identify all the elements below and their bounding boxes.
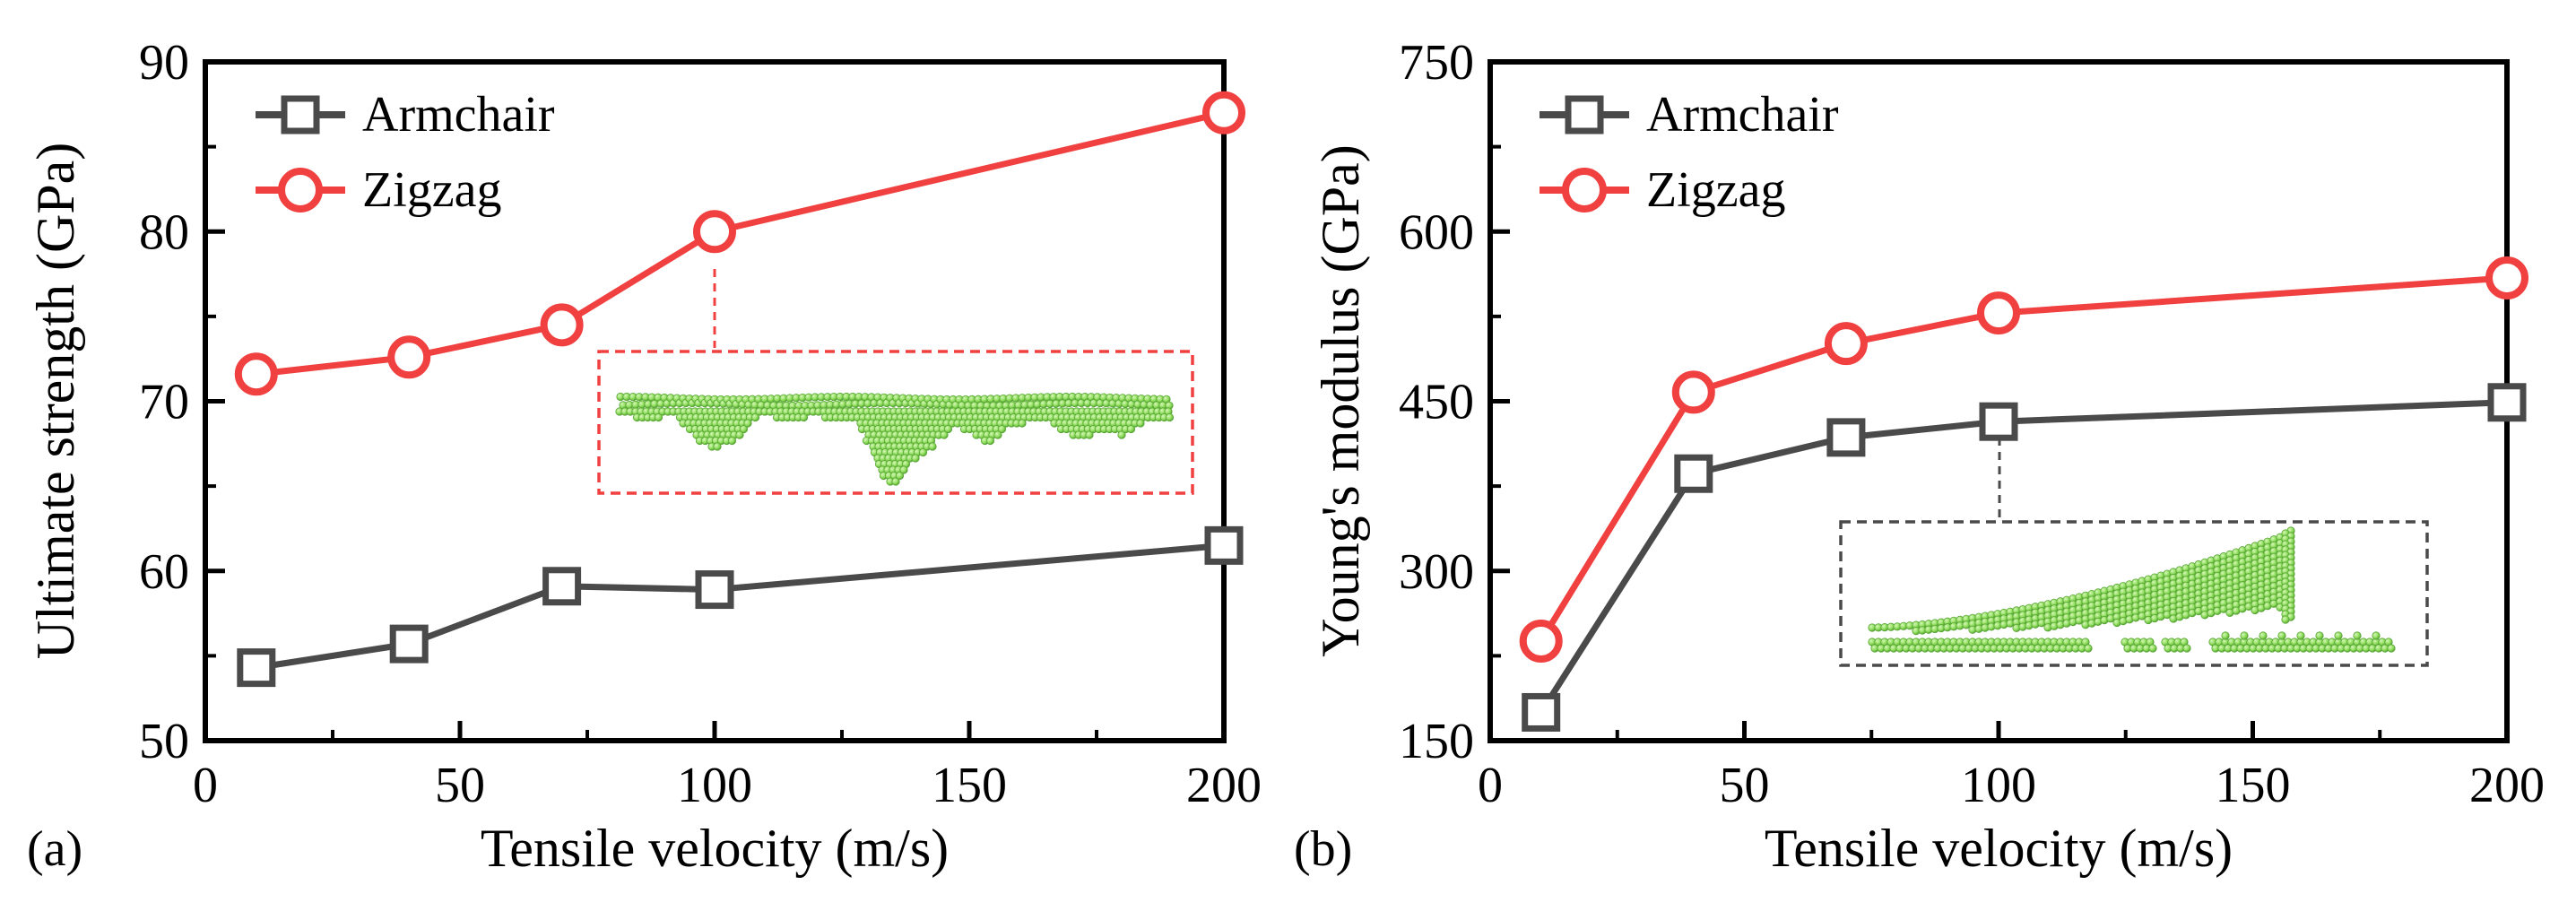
x-axis-title: Tensile velocity (m/s) xyxy=(481,819,949,878)
panel-b: 0 50 100 150 200 150 300 450 600 750 Tensile vel… xyxy=(1294,35,2545,878)
data-point-armchair xyxy=(1522,692,1561,732)
y-tick-label: 300 xyxy=(1399,544,1474,600)
x-tick-label: 0 xyxy=(193,758,218,813)
x-tick-label: 150 xyxy=(2216,758,2291,813)
data-point-zigzag xyxy=(2485,256,2528,299)
data-point-armchair xyxy=(695,570,734,610)
data-point-zigzag xyxy=(540,303,584,347)
y-tick-label: 60 xyxy=(139,544,189,600)
data-point-zigzag xyxy=(1671,370,1715,414)
inset-frame xyxy=(1839,520,2429,667)
square-marker-icon xyxy=(281,95,320,134)
data-point-armchair xyxy=(2487,383,2527,422)
data-point-armchair xyxy=(1826,418,1866,457)
x-tick-label: 100 xyxy=(1961,758,2036,813)
y-tick-label: 150 xyxy=(1399,714,1474,769)
inset-frame xyxy=(597,350,1194,495)
x-tick-label: 50 xyxy=(435,758,485,813)
x-tick-label: 0 xyxy=(1478,758,1503,813)
x-axis: 0 50 100 150 200 xyxy=(1478,721,2545,813)
data-point-zigzag xyxy=(234,352,278,396)
data-point-zigzag xyxy=(1824,322,1868,366)
data-point-armchair xyxy=(1204,525,1244,565)
x-tick-label: 200 xyxy=(2469,758,2545,813)
inset-atom-image xyxy=(1839,520,2429,667)
y-tick-label: 600 xyxy=(1399,204,1474,260)
x-tick-label: 50 xyxy=(1720,758,1770,813)
data-point-zigzag xyxy=(1519,619,1563,663)
data-point-armchair xyxy=(542,567,582,606)
y-axis-title: Young's modulus (GPa) xyxy=(1311,144,1370,656)
y-axis: 50 60 70 80 90 xyxy=(139,35,225,769)
data-point-zigzag xyxy=(1202,91,1245,134)
y-tick-label: 80 xyxy=(139,204,189,260)
legend-label-zigzag: Zigzag xyxy=(1646,162,1785,218)
y-axis-title: Ultimate strength (GPa) xyxy=(26,143,85,660)
data-point-zigzag xyxy=(1977,291,2020,335)
panel-label: (b) xyxy=(1294,821,1352,877)
panel-label: (a) xyxy=(27,821,82,877)
legend-entry-armchair: Armchair xyxy=(1540,87,1839,143)
legend-entry-zigzag: Zigzag xyxy=(1540,162,1785,218)
legend-label-zigzag: Zigzag xyxy=(362,162,501,218)
data-point-armchair xyxy=(237,648,276,688)
y-tick-label: 90 xyxy=(139,35,189,91)
x-tick-label: 100 xyxy=(677,758,752,813)
data-point-armchair xyxy=(1674,454,1713,493)
y-tick-label: 50 xyxy=(139,714,189,769)
circle-marker-icon xyxy=(1562,168,1607,213)
x-axis-title: Tensile velocity (m/s) xyxy=(1765,819,2233,878)
data-point-armchair xyxy=(389,624,429,664)
y-tick-label: 450 xyxy=(1399,375,1474,430)
legend: Armchair Zigzag xyxy=(256,87,555,218)
legend-entry-armchair: Armchair xyxy=(256,87,555,143)
legend-label-armchair: Armchair xyxy=(1646,87,1839,143)
square-marker-icon xyxy=(1565,95,1604,134)
legend-label-armchair: Armchair xyxy=(362,87,555,143)
inset-atom-image xyxy=(597,350,1194,495)
y-tick-label: 750 xyxy=(1399,35,1474,91)
data-point-zigzag xyxy=(693,210,736,254)
y-tick-label: 70 xyxy=(139,375,189,430)
y-axis: 150 300 450 600 750 xyxy=(1399,35,1510,769)
x-tick-label: 200 xyxy=(1186,758,1262,813)
x-axis: 0 50 100 150 200 xyxy=(193,721,1262,813)
series-line-zigzag xyxy=(256,109,1225,377)
legend: Armchair Zigzag xyxy=(1540,87,1839,218)
data-point-armchair xyxy=(1979,402,2018,441)
legend-entry-zigzag: Zigzag xyxy=(256,162,501,218)
data-point-zigzag xyxy=(387,335,431,379)
circle-marker-icon xyxy=(278,168,323,213)
x-tick-label: 150 xyxy=(932,758,1007,813)
